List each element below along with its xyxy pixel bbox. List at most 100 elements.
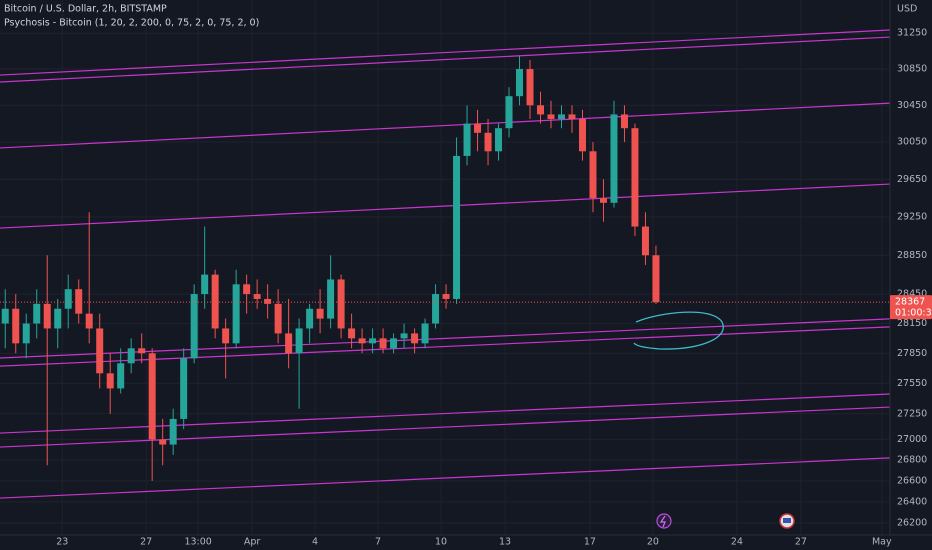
candle-body	[138, 348, 146, 354]
candle-body	[96, 328, 104, 374]
event-icon[interactable]	[656, 513, 672, 529]
y-tick-label: 28150	[897, 318, 927, 329]
candle-body	[127, 348, 135, 364]
candle-body	[106, 373, 114, 389]
chart-title: Bitcoin / U.S. Dollar, 2h, BITSTAMP	[4, 4, 167, 15]
flag-icon-glyph	[783, 518, 791, 523]
x-tick-label: 27	[795, 537, 807, 548]
x-tick-label: 23	[56, 537, 68, 548]
candle-body	[442, 294, 450, 299]
x-tick-label: May	[872, 537, 892, 548]
candle-body	[264, 298, 272, 304]
candle-body	[285, 333, 293, 354]
candle-body	[253, 294, 261, 299]
candle-body	[432, 294, 440, 324]
candle-body	[33, 303, 41, 324]
y-axis-label: USD	[897, 4, 917, 15]
indicator-label: Psychosis - Bitcoin (1, 20, 2, 200, 0, 7…	[4, 18, 259, 29]
channel-line	[0, 29, 891, 76]
x-tick-label: 4	[312, 537, 318, 548]
candle-body	[274, 303, 282, 334]
candle-body	[43, 303, 51, 329]
candle-body	[369, 338, 377, 344]
hand-drawn-ellipse	[633, 311, 724, 350]
candle-body	[474, 123, 482, 133]
x-tick-label: 24	[731, 537, 743, 548]
x-tick-label: 13	[499, 537, 511, 548]
event-icon-glyph	[659, 515, 666, 528]
candles	[1, 55, 660, 481]
candle-body	[316, 308, 324, 319]
candle-body	[54, 308, 62, 329]
candle-body	[652, 255, 660, 303]
channel-line	[0, 102, 891, 149]
candle-body	[631, 128, 639, 227]
candle-body	[337, 279, 345, 329]
channel-line	[0, 183, 891, 229]
channel-line	[0, 457, 891, 499]
y-tick-label: 26200	[897, 517, 927, 528]
x-tick-label: 7	[375, 537, 381, 548]
y-tick-label: 30450	[897, 100, 927, 111]
channel-line	[0, 406, 891, 448]
candle-body	[526, 69, 534, 106]
candle-body	[306, 308, 314, 329]
candle-body	[211, 274, 219, 329]
candle-body	[327, 279, 335, 319]
candle-body	[400, 333, 408, 339]
x-tick-label: 10	[435, 537, 447, 548]
last-price-label: 28367	[895, 297, 925, 308]
y-tick-label: 30850	[897, 64, 927, 75]
candle-body	[421, 323, 429, 344]
candle-body	[348, 328, 356, 339]
x-tick-label: 17	[584, 537, 596, 548]
y-tick-label: 31250	[897, 28, 927, 39]
candle-body	[547, 114, 555, 120]
candle-body	[12, 308, 20, 344]
candle-body	[641, 226, 649, 256]
candle-body	[610, 114, 618, 203]
candle-body	[495, 128, 503, 152]
y-tick-label: 29250	[897, 212, 927, 223]
y-tick-label: 29650	[897, 174, 927, 185]
grid	[0, 0, 890, 535]
candle-body	[1, 308, 9, 324]
candle-body	[180, 358, 188, 419]
candle-body	[169, 418, 177, 445]
candle-body	[295, 328, 303, 354]
y-tick-label: 30050	[897, 137, 927, 148]
y-tick-label: 28850	[897, 250, 927, 261]
candle-body	[148, 353, 156, 440]
channel-line	[0, 393, 891, 434]
candle-body	[463, 123, 471, 156]
candle-body	[557, 114, 565, 120]
y-tick-label: 26800	[897, 455, 927, 466]
x-tick-label: 27	[140, 537, 152, 548]
x-tick-label: 13:00	[184, 537, 211, 548]
candle-body	[201, 274, 209, 295]
channel-lines	[0, 29, 891, 499]
y-tick-label: 28450	[897, 289, 927, 300]
candle-body	[537, 105, 545, 115]
candle-body	[620, 114, 628, 129]
candle-body	[411, 333, 419, 344]
channel-line	[0, 318, 891, 359]
candle-body	[22, 323, 30, 344]
y-tick-label: 27250	[897, 408, 927, 419]
candle-body	[159, 439, 167, 445]
last-price-box	[890, 295, 932, 320]
candle-body	[390, 338, 398, 349]
candle-body	[379, 338, 387, 349]
candle-body	[243, 284, 251, 295]
y-tick-label: 27850	[897, 348, 927, 359]
candle-body	[578, 119, 586, 152]
x-tick-label: Apr	[244, 537, 261, 548]
candle-body	[516, 69, 524, 97]
y-tick-label: 26400	[897, 496, 927, 507]
candle-body	[589, 151, 597, 199]
x-tick-label: 20	[647, 537, 659, 548]
candle-body	[232, 284, 240, 344]
candle-body	[75, 289, 83, 314]
